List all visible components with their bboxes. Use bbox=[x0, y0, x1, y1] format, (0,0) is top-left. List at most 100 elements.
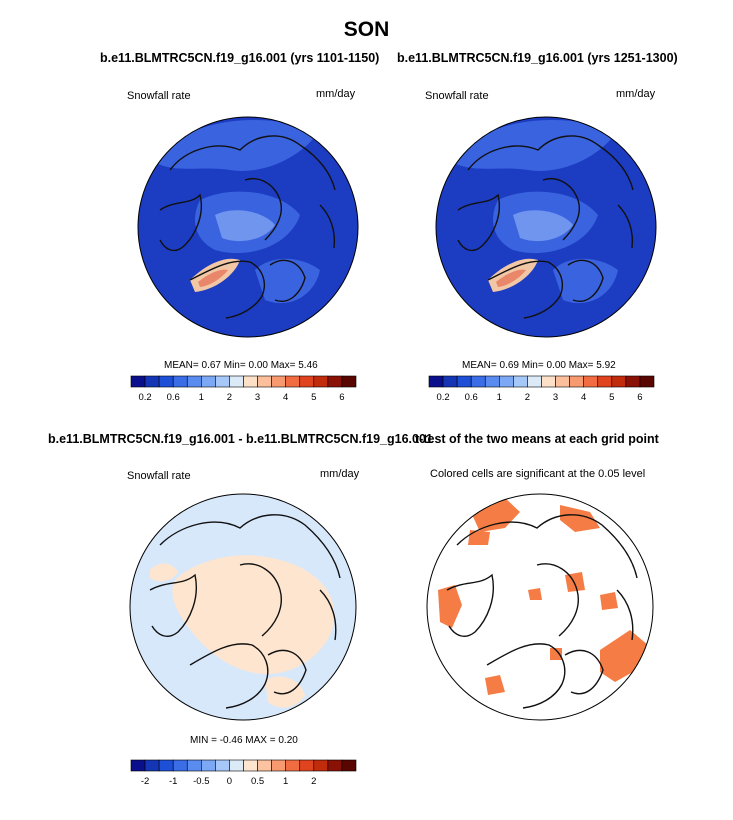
colorbar-top-left-tick-label: 6 bbox=[339, 392, 344, 403]
panel-top-right-title: b.e11.BLMTRC5CN.f19_g16.001 (yrs 1251-13… bbox=[397, 51, 678, 65]
panel-bottom-left-units: mm/day bbox=[320, 468, 360, 480]
colorbar-top-left-swatch bbox=[130, 375, 146, 388]
map-top-left bbox=[137, 116, 359, 338]
colorbar-bottom-left-swatch bbox=[186, 759, 202, 772]
panel-top-right-var-label: Snowfall rate bbox=[425, 90, 489, 102]
colorbar-top-right-tick-label: 0.6 bbox=[465, 392, 478, 403]
colorbar-top-right-swatch bbox=[456, 375, 472, 388]
colorbar-top-right-swatch bbox=[527, 375, 542, 388]
map-top-left-field-e bbox=[198, 269, 228, 287]
map-top-right-field-c bbox=[513, 210, 573, 242]
panel-top-left-title: b.e11.BLMTRC5CN.f19_g16.001 (yrs 1101-11… bbox=[100, 51, 380, 65]
colorbar-top-right: 0.2 0.6 1 2 3 4 5 6 bbox=[428, 375, 655, 403]
colorbar-top-left-swatch bbox=[229, 375, 244, 388]
panel-bottom-right-subtitle: Colored cells are significant at the 0.0… bbox=[430, 468, 646, 480]
map-top-right-field-f bbox=[553, 258, 618, 304]
panel-top-left-units: mm/day bbox=[316, 88, 356, 100]
colorbar-bottom-left-tick-label: -1 bbox=[169, 776, 177, 787]
map-top-left-border bbox=[137, 116, 359, 338]
colorbar-top-left-swatch bbox=[299, 375, 315, 388]
colorbar-top-left: 0.2 0.6 1 2 3 4 5 6 bbox=[130, 375, 357, 403]
colorbar-bottom-left-swatch bbox=[271, 759, 286, 772]
colorbar-bottom-left-swatch bbox=[285, 759, 301, 772]
colorbar-bottom-left-swatch bbox=[144, 759, 160, 772]
colorbar-top-left-swatch bbox=[327, 375, 343, 388]
colorbar-top-left-swatch bbox=[172, 375, 188, 388]
colorbar-bottom-left-swatch bbox=[158, 759, 174, 772]
map-top-right-field-e bbox=[496, 269, 526, 287]
colorbar-bottom-left-swatch bbox=[327, 759, 343, 772]
colorbar-top-left-tick-label: 0.6 bbox=[167, 392, 180, 403]
colorbar-top-left-tick-label: 5 bbox=[311, 392, 316, 403]
panel-top-left-stats: MEAN= 0.67 Min= 0.00 Max= 5.46 bbox=[164, 360, 318, 371]
colorbar-top-right-swatch bbox=[639, 375, 655, 388]
map-bottom-left-coastlines bbox=[149, 514, 341, 709]
colorbar-top-left-tick-label: 3 bbox=[255, 392, 260, 403]
map-bottom-left bbox=[129, 493, 357, 721]
colorbar-bottom-left-swatch bbox=[299, 759, 315, 772]
colorbar-top-right-tick-label: 6 bbox=[637, 392, 642, 403]
colorbar-top-left-swatch bbox=[158, 375, 174, 388]
map-top-left-coastlines bbox=[159, 135, 336, 319]
colorbar-bottom-left-tick-label: 0.5 bbox=[251, 776, 264, 787]
panel-top-left-var-label: Snowfall rate bbox=[127, 90, 191, 102]
colorbar-top-right-tick-label: 2 bbox=[525, 392, 530, 403]
colorbar-top-right-swatch bbox=[541, 375, 556, 388]
colorbar-bottom-left-swatch bbox=[257, 759, 272, 772]
colorbar-top-right-tick-label: 0.2 bbox=[436, 392, 449, 403]
colorbar-top-left-swatch bbox=[186, 375, 202, 388]
map-bottom-left-border bbox=[129, 493, 357, 721]
colorbar-top-left-swatch bbox=[201, 375, 216, 388]
colorbar-top-right-swatch bbox=[625, 375, 641, 388]
panel-top-right-stats: MEAN= 0.69 Min= 0.00 Max= 5.92 bbox=[462, 360, 616, 371]
map-bottom-left-positive-region-c bbox=[265, 676, 305, 708]
map-top-right bbox=[435, 116, 657, 338]
colorbar-top-right-tick-label: 3 bbox=[553, 392, 558, 403]
colorbar-bottom-left-tick-label: 0 bbox=[227, 776, 232, 787]
colorbar-top-left-swatch bbox=[243, 375, 258, 388]
colorbar-bottom-left: -2 -1 -0.5 0 0.5 1 2 bbox=[130, 759, 357, 787]
colorbar-top-right-swatch bbox=[583, 375, 599, 388]
colorbar-top-left-swatch bbox=[144, 375, 160, 388]
main-title: SON bbox=[343, 18, 390, 41]
colorbar-top-left-swatch bbox=[341, 375, 357, 388]
map-bottom-right-border bbox=[426, 493, 654, 721]
colorbar-top-left-tick-label: 4 bbox=[283, 392, 288, 403]
panel-bottom-left-var-label: Snowfall rate bbox=[127, 470, 191, 482]
map-top-right-field-a bbox=[448, 120, 618, 171]
map-top-left-field-f bbox=[255, 258, 320, 304]
colorbar-top-left-swatch bbox=[285, 375, 301, 388]
map-bottom-right-coastlines bbox=[446, 514, 638, 709]
colorbar-top-right-swatch bbox=[597, 375, 613, 388]
colorbar-bottom-left-swatch bbox=[130, 759, 146, 772]
map-top-left-field-a bbox=[150, 120, 320, 171]
colorbar-bottom-left-tick-label: 2 bbox=[311, 776, 316, 787]
colorbar-top-right-tick-label: 4 bbox=[581, 392, 586, 403]
colorbar-top-right-swatch bbox=[428, 375, 444, 388]
map-top-left-field-c bbox=[215, 210, 275, 242]
map-bottom-left-positive-region-a bbox=[172, 555, 335, 675]
colorbar-top-right-swatch bbox=[569, 375, 584, 388]
map-bottom-right-background bbox=[427, 494, 653, 720]
colorbar-top-right-swatch bbox=[484, 375, 500, 388]
map-bottom-right bbox=[426, 493, 654, 721]
map-top-right-border bbox=[435, 116, 657, 338]
colorbar-bottom-left-swatch bbox=[215, 759, 230, 772]
colorbar-top-right-swatch bbox=[499, 375, 514, 388]
colorbar-bottom-left-swatch bbox=[313, 759, 329, 772]
colorbar-bottom-left-swatch bbox=[341, 759, 357, 772]
colorbar-top-left-tick-label: 1 bbox=[199, 392, 204, 403]
panel-bottom-right-title: t-test of the two means at each grid poi… bbox=[415, 432, 659, 446]
colorbar-bottom-left-swatch bbox=[243, 759, 258, 772]
colorbar-bottom-left-tick-label: 1 bbox=[283, 776, 288, 787]
colorbar-bottom-left-swatch bbox=[229, 759, 244, 772]
colorbar-top-left-swatch bbox=[313, 375, 329, 388]
colorbar-top-right-swatch bbox=[513, 375, 528, 388]
panel-top-right-units: mm/day bbox=[616, 88, 656, 100]
colorbar-top-left-swatch bbox=[215, 375, 230, 388]
colorbar-top-right-tick-label: 1 bbox=[497, 392, 502, 403]
colorbar-top-right-swatch bbox=[555, 375, 570, 388]
colorbar-top-right-swatch bbox=[470, 375, 486, 388]
colorbar-top-left-swatch bbox=[257, 375, 272, 388]
